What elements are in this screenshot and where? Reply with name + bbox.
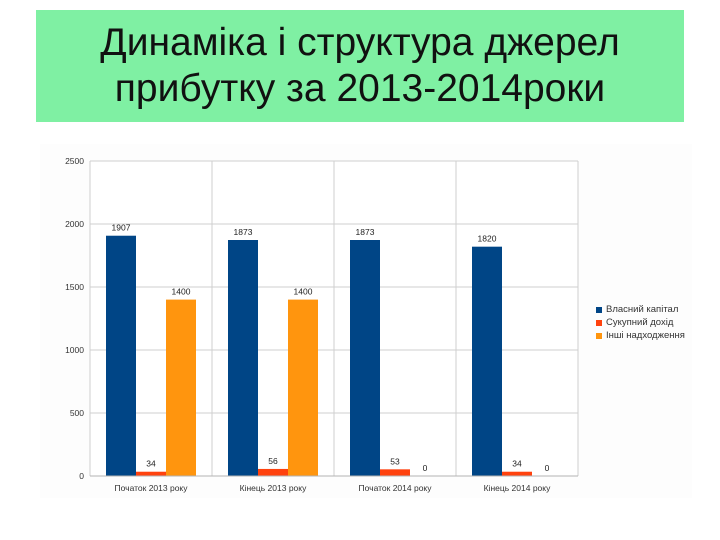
- data-label: 1400: [172, 287, 191, 297]
- legend-label: Інші надходження: [606, 330, 685, 341]
- data-label: 1873: [356, 227, 375, 237]
- legend-item: Власний капітал: [596, 303, 685, 316]
- bar: [502, 471, 532, 476]
- bar: [350, 240, 380, 476]
- legend-swatch: [596, 332, 602, 339]
- y-tick-label: 0: [79, 471, 84, 481]
- chart-legend: Власний капітал Сукупний дохід Інші надход…: [596, 303, 685, 342]
- y-tick-label: 2500: [65, 156, 84, 166]
- x-tick-label: Початок 2013 року: [114, 483, 188, 493]
- data-label: 53: [390, 456, 400, 466]
- bar: [258, 468, 288, 476]
- bar: [472, 246, 502, 476]
- chart-area: 0 500 1000 1500 2000 2500 1907 34 1400 Початок 20…: [40, 144, 692, 498]
- bar: [166, 299, 196, 476]
- bar-chart: 0 500 1000 1500 2000 2500 1907 34 1400 Початок 20…: [65, 156, 579, 493]
- title-box: Динаміка і структура джерел прибутку за …: [36, 10, 684, 122]
- slide-title-line-2: прибутку за 2013-2014роки: [114, 67, 606, 110]
- slide-title-line-1: Динаміка і структура джерел: [100, 21, 620, 64]
- data-label: 1873: [234, 227, 253, 237]
- bar: [136, 471, 166, 476]
- bar: [380, 469, 410, 476]
- x-tick-label: Кінець 2013 року: [240, 483, 307, 493]
- bar: [288, 299, 318, 476]
- legend-swatch: [596, 306, 602, 313]
- bar: [106, 235, 136, 476]
- data-label: 34: [512, 459, 522, 469]
- legend-item: Інші надходження: [596, 329, 685, 342]
- y-tick-label: 1000: [65, 345, 84, 355]
- legend-label: Власний капітал: [606, 304, 679, 315]
- y-tick-label: 2000: [65, 219, 84, 229]
- data-label: 34: [146, 459, 156, 469]
- data-label: 1820: [478, 234, 497, 244]
- legend-item: Сукупний дохід: [596, 316, 685, 329]
- data-label: 0: [423, 463, 428, 473]
- y-tick-label: 1500: [65, 282, 84, 292]
- legend-label: Сукупний дохід: [606, 317, 674, 328]
- data-label: 1400: [294, 287, 313, 297]
- legend-swatch: [596, 319, 602, 326]
- bar: [228, 240, 258, 476]
- data-label: 1907: [112, 223, 131, 233]
- data-label: 0: [545, 463, 550, 473]
- y-tick-label: 500: [70, 408, 84, 418]
- x-tick-label: Кінець 2014 року: [484, 483, 551, 493]
- data-label: 56: [268, 456, 278, 466]
- x-tick-label: Початок 2014 року: [358, 483, 432, 493]
